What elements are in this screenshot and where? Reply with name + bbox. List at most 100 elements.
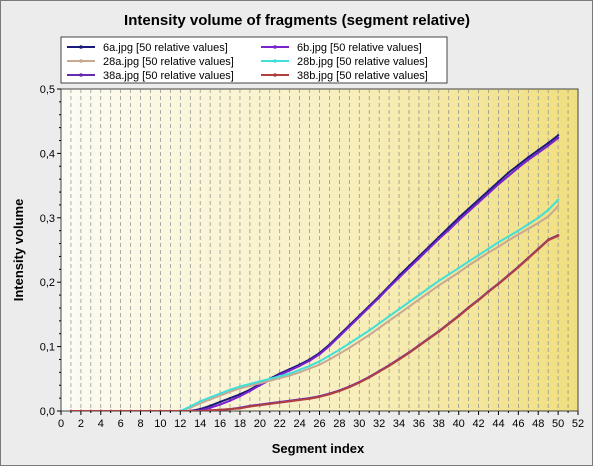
data-point <box>546 141 550 145</box>
data-point <box>308 359 311 362</box>
legend-box <box>60 36 448 84</box>
data-point <box>238 394 242 398</box>
data-point <box>507 174 510 178</box>
data-point <box>208 398 212 401</box>
data-point <box>338 389 341 393</box>
data-point <box>368 333 371 337</box>
data-point <box>387 315 391 318</box>
data-point <box>556 205 560 208</box>
y-tick-label: 0,1 <box>40 342 55 354</box>
data-point <box>308 367 311 370</box>
data-point <box>407 300 411 304</box>
data-point <box>248 382 252 386</box>
data-point <box>208 396 212 399</box>
data-point <box>487 192 490 195</box>
data-point <box>338 348 341 352</box>
data-point <box>328 358 331 361</box>
data-point <box>556 198 560 201</box>
x-tick-label: 24 <box>293 418 305 430</box>
data-point <box>487 247 490 250</box>
data-point <box>238 407 242 410</box>
data-point <box>527 156 530 159</box>
data-point <box>527 158 530 162</box>
data-point <box>298 368 301 371</box>
data-point <box>248 389 252 393</box>
data-point <box>427 286 431 290</box>
data-point <box>477 299 480 302</box>
data-point <box>288 372 291 375</box>
data-point <box>358 381 361 384</box>
data-point <box>338 352 341 355</box>
data-point <box>318 353 321 356</box>
legend: 6a.jpg [50 relative values] 6b.jpg [50 re… <box>60 36 448 84</box>
x-tick-label: 2 <box>78 418 84 430</box>
data-point <box>556 136 560 140</box>
data-point <box>537 148 540 152</box>
data-point <box>228 399 232 402</box>
data-point <box>238 385 242 388</box>
data-point <box>427 337 431 341</box>
x-tick-label: 12 <box>174 418 186 430</box>
data-point <box>467 207 470 210</box>
data-point <box>238 387 242 390</box>
data-point <box>298 398 301 402</box>
data-point <box>427 291 431 294</box>
data-point <box>328 354 331 357</box>
data-point <box>457 266 460 270</box>
data-point <box>218 408 222 411</box>
data-point <box>189 405 192 408</box>
data-point <box>189 409 192 411</box>
data-point <box>318 363 321 366</box>
x-tick-label: 46 <box>512 418 524 430</box>
legend-label: 6a.jpg [50 relative values] <box>103 42 228 54</box>
y-tick-label: 0,3 <box>40 213 55 225</box>
data-point <box>457 216 460 219</box>
x-tick-label: 10 <box>154 418 166 430</box>
data-point <box>497 245 500 248</box>
data-point <box>248 405 252 408</box>
data-point <box>507 239 510 242</box>
data-point <box>368 376 371 379</box>
data-point <box>348 346 351 350</box>
data-point <box>556 234 560 238</box>
x-tick-label: 34 <box>393 418 405 430</box>
data-point <box>437 284 441 287</box>
data-point <box>397 276 401 279</box>
data-point <box>417 293 421 297</box>
data-point <box>268 377 271 380</box>
x-axis-label: Segment index <box>272 441 365 456</box>
data-point <box>397 312 401 315</box>
legend-label: 28a.jpg [50 relative values] <box>103 56 234 68</box>
data-point <box>487 290 490 294</box>
data-point <box>517 266 520 269</box>
data-point <box>298 371 301 374</box>
data-point <box>228 407 232 411</box>
data-point <box>507 274 510 277</box>
data-point <box>119 409 122 411</box>
data-point <box>397 358 401 361</box>
data-point <box>467 260 470 263</box>
data-point <box>556 134 560 137</box>
data-point <box>288 374 291 377</box>
data-point <box>278 375 281 378</box>
data-point <box>288 369 291 372</box>
y-tick-label: 0,2 <box>40 277 55 289</box>
legend-label: 38b.jpg [50 relative values] <box>297 70 428 82</box>
data-point <box>377 326 381 330</box>
data-point <box>109 409 112 411</box>
series-line-1 <box>70 134 559 411</box>
legend-marker <box>79 59 83 63</box>
data-point <box>546 239 550 242</box>
data-point <box>517 229 520 232</box>
data-point <box>447 322 450 326</box>
y-axis: 0,0 0,1 0,2 0,3 0,4 0,5 <box>40 84 61 418</box>
data-point <box>159 409 162 411</box>
data-point <box>139 409 142 411</box>
data-point <box>368 306 371 309</box>
data-point <box>258 382 262 385</box>
data-point <box>527 257 530 260</box>
data-point <box>407 305 411 308</box>
data-point <box>348 342 351 345</box>
data-point <box>477 253 480 257</box>
data-point <box>69 409 73 411</box>
